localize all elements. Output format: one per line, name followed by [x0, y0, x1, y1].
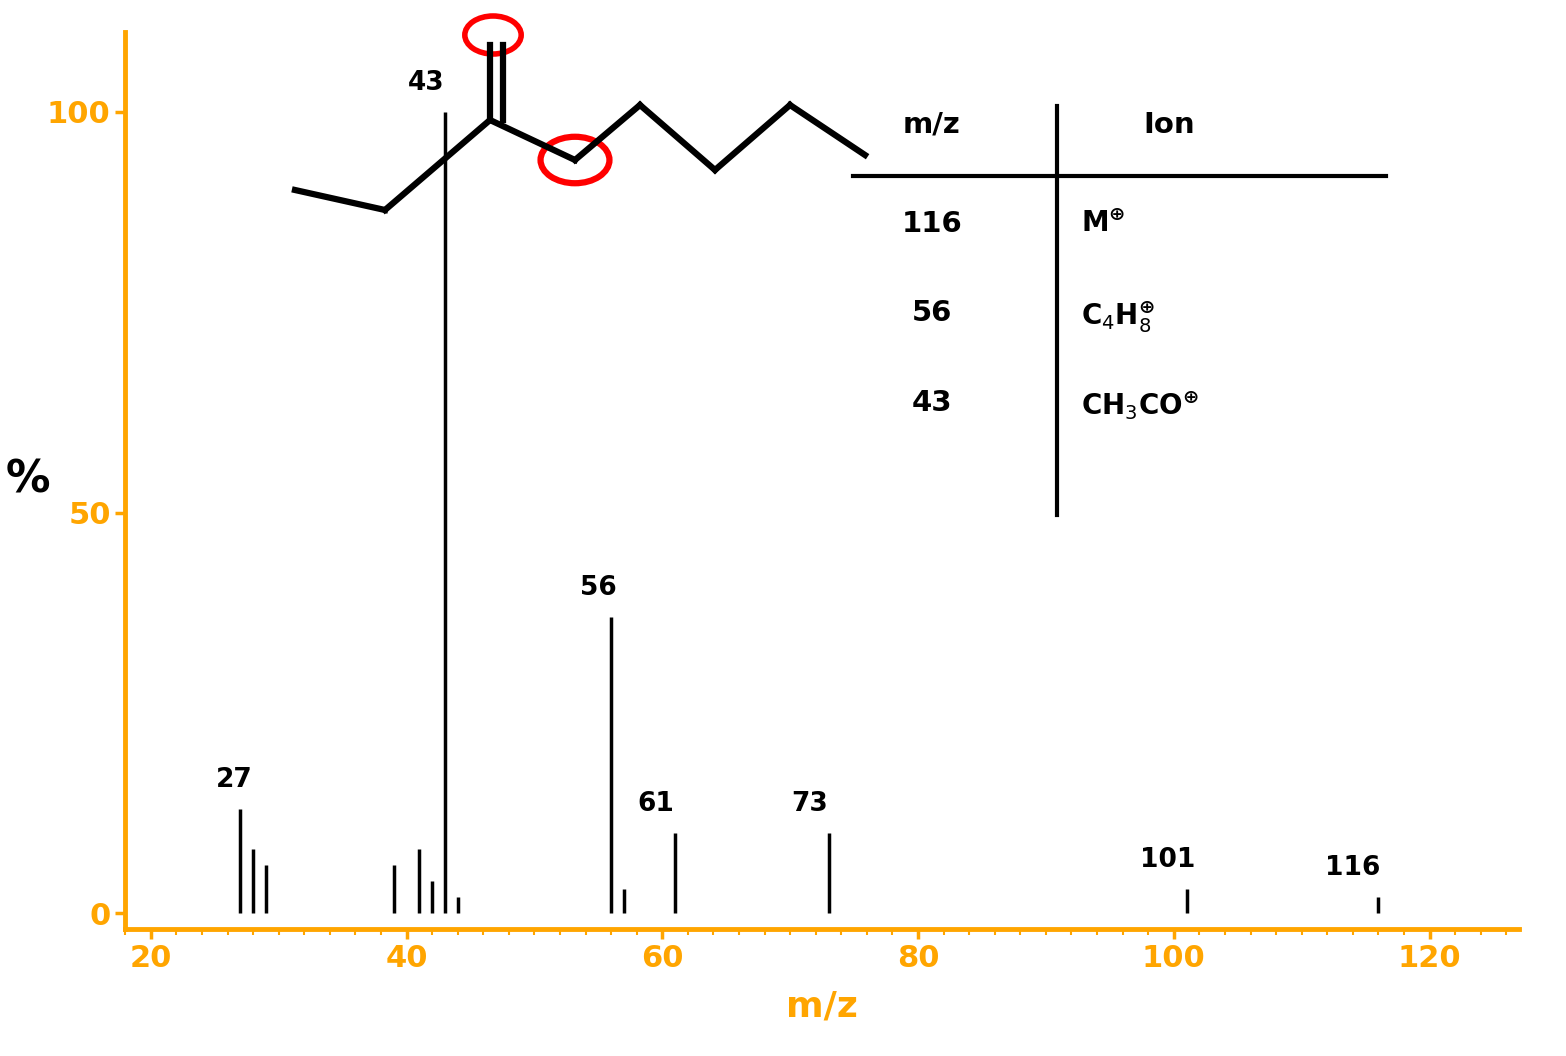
Text: C$_4$H$_8^{\mathbf{\oplus}}$: C$_4$H$_8^{\mathbf{\oplus}}$ — [1081, 300, 1154, 335]
Text: Ion: Ion — [1143, 111, 1195, 139]
Text: 61: 61 — [637, 791, 675, 817]
Text: M$^{\mathbf{\oplus}}$: M$^{\mathbf{\oplus}}$ — [1081, 209, 1124, 238]
Text: 116: 116 — [902, 209, 962, 238]
X-axis label: m/z: m/z — [786, 989, 858, 1023]
Text: 116: 116 — [1325, 855, 1381, 881]
Text: 56: 56 — [579, 574, 617, 601]
Y-axis label: %: % — [5, 459, 50, 502]
Text: 73: 73 — [791, 791, 828, 817]
Text: 101: 101 — [1140, 847, 1195, 873]
Text: 56: 56 — [911, 300, 952, 327]
Text: 43: 43 — [407, 70, 445, 96]
Text: 27: 27 — [216, 767, 252, 793]
Text: CH$_3$CO$^{\mathbf{\oplus}}$: CH$_3$CO$^{\mathbf{\oplus}}$ — [1081, 390, 1198, 421]
Text: m/z: m/z — [904, 111, 960, 139]
Text: 43: 43 — [911, 390, 952, 417]
